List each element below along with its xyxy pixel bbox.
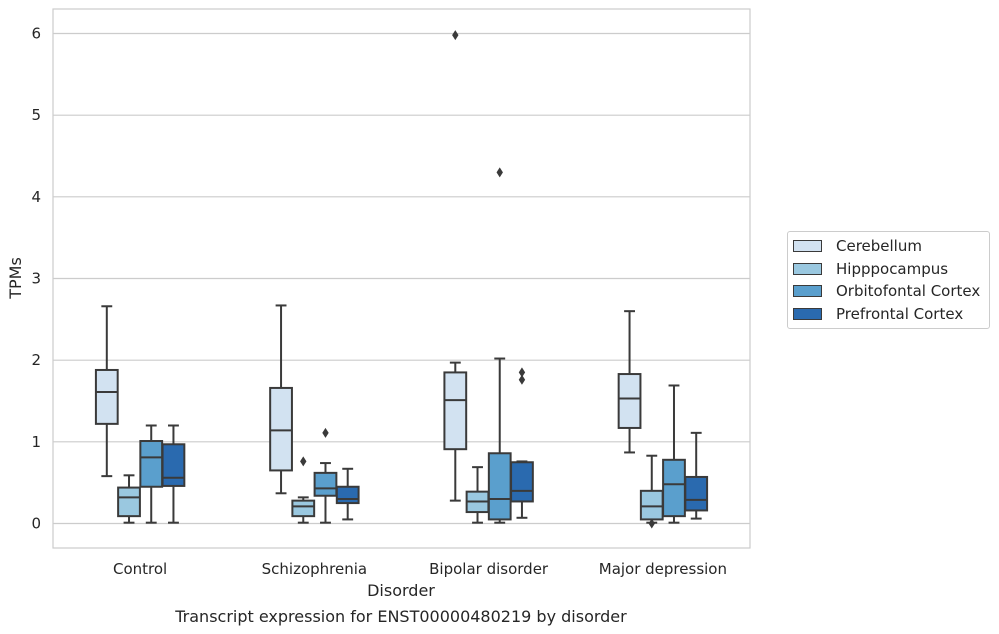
box-hipppocampus	[291, 456, 316, 524]
legend-label: Cerebellum	[836, 237, 922, 256]
box-iqr	[335, 485, 360, 505]
legend-label: Hipppocampus	[836, 259, 949, 278]
y-tick-labels: 0 1 2 3 4 5 6	[31, 25, 41, 533]
box-prefrontal-cortex	[684, 431, 709, 520]
y-tick-label: 2	[31, 351, 41, 369]
legend-label: Prefrontal Cortex	[836, 304, 964, 323]
legend: Cerebellum Hipppocampus Orbitofontal Corte…	[787, 231, 990, 329]
box-orbitofontal-cortex	[139, 424, 164, 524]
outlier-point	[452, 30, 459, 41]
box-iqr	[139, 440, 164, 488]
legend-swatch	[793, 262, 822, 275]
y-tick-label: 4	[31, 188, 41, 206]
y-tick-label: 3	[31, 270, 41, 288]
legend-label: Orbitofontal Cortex	[836, 282, 981, 301]
outlier-point	[518, 367, 526, 378]
box-prefrontal-cortex	[335, 467, 360, 521]
box-hipppocampus	[639, 454, 664, 529]
chart-title: Transcript expression for ENST0000048021…	[174, 607, 627, 626]
box-iqr	[510, 461, 534, 503]
box-hipppocampus	[117, 474, 141, 524]
box-iqr	[639, 489, 664, 521]
box-orbitofontal-cortex	[487, 167, 512, 524]
box-plot-marks	[94, 30, 709, 529]
y-tick-label: 5	[31, 106, 41, 124]
box-prefrontal-cortex	[161, 424, 186, 524]
box-iqr	[291, 499, 316, 518]
x-tick-labels: Control Schizophrenia Bipolar disorder Majo…	[113, 560, 727, 578]
box-orbitofontal-cortex	[313, 427, 338, 524]
box-cerebellum	[94, 305, 119, 478]
box-iqr	[161, 443, 186, 487]
box-iqr	[117, 486, 141, 518]
box-iqr	[662, 458, 686, 518]
x-tick-label: Major depression	[599, 560, 727, 578]
box-cerebellum	[617, 310, 642, 454]
legend-swatch	[793, 285, 822, 298]
box-iqr	[94, 368, 119, 425]
box-cerebellum	[443, 30, 468, 502]
legend-swatch	[793, 307, 822, 320]
box-prefrontal-cortex	[510, 367, 534, 519]
y-tick-label: 1	[31, 433, 41, 451]
x-tick-label: Schizophrenia	[262, 560, 367, 578]
legend-item: Orbitofontal Cortex	[788, 280, 989, 303]
outlier-point	[300, 456, 307, 467]
outlier-point	[518, 374, 526, 385]
outlier-point	[322, 427, 329, 438]
box-cerebellum	[269, 304, 293, 495]
legend-item: Cerebellum	[788, 235, 989, 258]
x-axis-label: Disorder	[367, 581, 435, 600]
outlier-point	[648, 518, 655, 529]
plot-frame	[52, 8, 751, 549]
legend-item: Prefrontal Cortex	[788, 303, 989, 326]
x-tick-label: Bipolar disorder	[429, 560, 549, 578]
box-iqr	[617, 373, 642, 429]
box-hipppocampus	[465, 466, 490, 524]
x-tick-label: Control	[113, 560, 167, 578]
y-tick-label: 6	[31, 25, 41, 43]
box-iqr	[684, 475, 709, 512]
outlier-point	[496, 167, 503, 178]
legend-item: Hipppocampus	[788, 258, 989, 281]
box-iqr	[443, 371, 468, 451]
y-tick-label: 0	[31, 515, 41, 533]
box-iqr	[487, 452, 512, 521]
y-axis-label: TPMs	[6, 257, 25, 300]
box-iqr	[269, 386, 293, 472]
box-iqr	[313, 471, 338, 497]
legend-swatch	[793, 240, 822, 253]
